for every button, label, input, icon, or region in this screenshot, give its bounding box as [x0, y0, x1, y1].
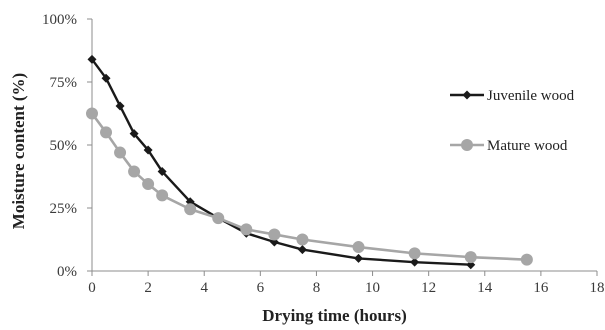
- y-axis-title: Moisture content (%): [9, 73, 28, 229]
- legend-item: Mature wood: [450, 138, 568, 154]
- x-tick-label: 4: [200, 280, 208, 296]
- data-point: [157, 166, 167, 176]
- series-0: [87, 54, 476, 270]
- data-point: [184, 203, 197, 216]
- data-point: [143, 145, 153, 155]
- data-point: [156, 189, 169, 202]
- data-point: [408, 247, 421, 260]
- data-point: [268, 228, 281, 241]
- x-tick-label: 16: [533, 280, 549, 296]
- data-point: [128, 165, 141, 178]
- data-point: [142, 178, 155, 191]
- data-point: [129, 129, 139, 139]
- data-point: [354, 253, 364, 263]
- series-1: [86, 107, 533, 266]
- data-point: [352, 241, 365, 254]
- data-point: [115, 101, 125, 111]
- y-tick-label: 75%: [50, 75, 78, 91]
- data-point: [114, 146, 127, 159]
- data-point: [297, 245, 307, 255]
- y-tick-label: 25%: [50, 201, 78, 217]
- x-ticks: 0 2 4 6 8 10 12 14 16 18: [88, 271, 605, 296]
- data-point: [296, 233, 309, 246]
- data-point: [240, 223, 253, 236]
- data-point: [87, 54, 97, 64]
- data-point: [100, 126, 113, 139]
- x-tick-label: 0: [88, 280, 96, 296]
- series: [86, 54, 533, 270]
- y-tick-label: 50%: [50, 138, 78, 154]
- legend-label: Juvenile wood: [487, 88, 575, 104]
- x-tick-label: 8: [313, 280, 321, 296]
- series-line: [90, 112, 527, 261]
- data-point: [212, 212, 225, 225]
- x-axis-title: Drying time (hours): [262, 306, 406, 325]
- data-point: [101, 73, 111, 83]
- series-line: [91, 58, 471, 266]
- data-point: [86, 107, 98, 120]
- legend-label: Mature wood: [487, 138, 568, 154]
- x-tick-label: 14: [477, 280, 493, 296]
- legend: Juvenile wood Mature wood: [450, 88, 575, 154]
- legend-marker: [462, 90, 472, 100]
- legend-marker: [461, 139, 473, 151]
- x-tick-label: 12: [421, 280, 436, 296]
- x-tick-label: 10: [365, 280, 380, 296]
- y-tick-label: 100%: [42, 12, 77, 28]
- x-tick-label: 18: [590, 280, 605, 296]
- y-tick-label: 0%: [57, 264, 77, 280]
- y-ticks: 0% 25% 50% 75% 100%: [42, 12, 92, 280]
- data-point: [464, 251, 477, 264]
- x-tick-label: 2: [144, 280, 152, 296]
- x-tick-label: 6: [257, 280, 265, 296]
- legend-item: Juvenile wood: [450, 88, 575, 104]
- data-point: [520, 253, 533, 266]
- data-point: [410, 257, 420, 267]
